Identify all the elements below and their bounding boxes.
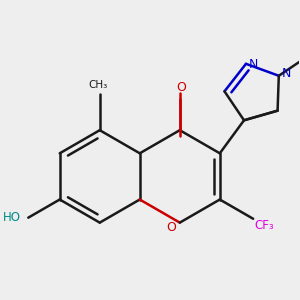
Text: N: N — [249, 58, 258, 71]
Text: O: O — [176, 81, 186, 94]
Text: CF₃: CF₃ — [254, 219, 274, 232]
Text: N: N — [282, 67, 291, 80]
Text: O: O — [166, 220, 176, 233]
Text: HO: HO — [3, 211, 21, 224]
Text: CH₃: CH₃ — [88, 80, 107, 90]
